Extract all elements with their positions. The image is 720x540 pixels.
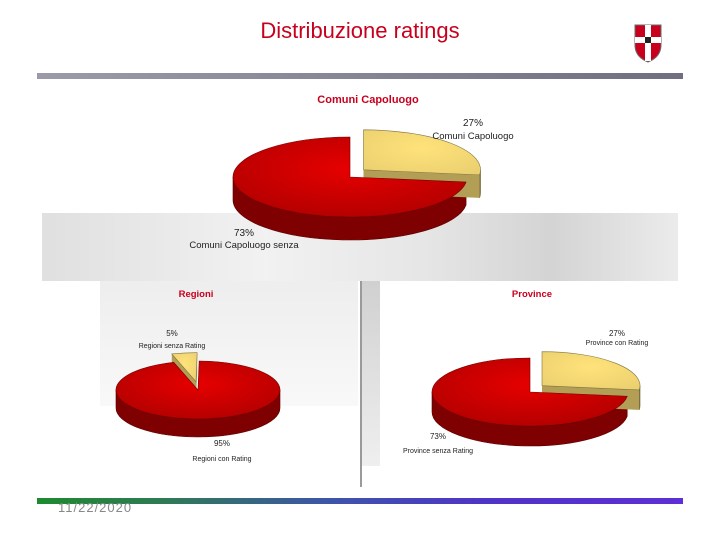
- coat-of-arms-logo: [634, 24, 662, 63]
- pie-slice: [115, 360, 281, 420]
- slice-category-label: Province senza Rating: [403, 448, 473, 455]
- pie-chart-1: Comuni Capoluogo 27% Comuni Capoluogo 73%Co…: [189, 94, 513, 251]
- slide-title: Distribuzione ratings: [260, 18, 460, 43]
- slice-value-label: 73%: [430, 432, 446, 441]
- pie-slice: [232, 136, 467, 218]
- pie-chart-2: Regioni 5% Regioni senza Rating 95% Regioni …: [115, 289, 281, 463]
- chart-divider: [360, 281, 362, 487]
- slice-category-label: Province con Rating: [586, 340, 649, 347]
- slide-date: 11/22/2020: [58, 500, 133, 515]
- pie-chart-title: Comuni Capoluogo: [317, 94, 419, 106]
- pie-chart-title: Regioni: [179, 289, 214, 300]
- slice-category-label: Regioni senza Rating: [139, 343, 206, 350]
- background-photo-right: [362, 281, 380, 466]
- slice-value-label: 73%: [234, 228, 254, 239]
- slice-value-label: 5%: [166, 329, 178, 338]
- slice-value-label: 27%: [463, 118, 483, 129]
- top-rule: [37, 73, 683, 79]
- slice-category-label: Comuni Capoluogo: [432, 131, 513, 142]
- slice-category-label: Regioni con Rating: [192, 456, 251, 463]
- pie-slice: [431, 357, 628, 427]
- slice-value-label: 95%: [214, 439, 230, 448]
- slice-value-label: 27%: [609, 329, 625, 338]
- slice-category-label: Comuni Capoluogo senza: [189, 240, 299, 251]
- pie-chart-title: Province: [512, 289, 552, 300]
- pie-slice: [171, 352, 198, 383]
- pie-slice: [541, 351, 641, 391]
- pie-chart-3: Province 27% Province con Rating 73% Provinc…: [403, 289, 648, 455]
- bottom-rule: [37, 498, 683, 504]
- pie-slice: [363, 129, 481, 176]
